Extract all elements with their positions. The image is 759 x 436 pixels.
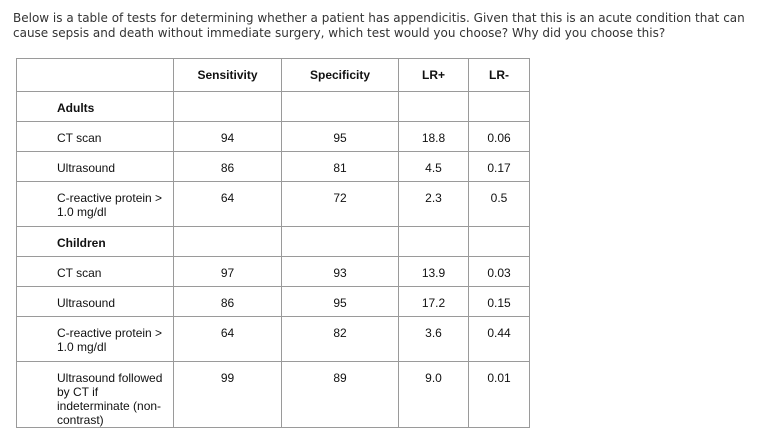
table-row: C-reactive protein > 1.0 mg/dl 64 72 2.3… <box>16 181 530 227</box>
test-name: CT scan <box>16 256 174 287</box>
sensitivity-value: 64 <box>173 181 282 227</box>
empty-cell <box>398 91 469 122</box>
sensitivity-value: 86 <box>173 286 282 317</box>
specificity-value: 82 <box>281 316 399 362</box>
group-label-children: Children <box>16 226 174 257</box>
empty-cell <box>398 226 469 257</box>
lr-positive-value: 18.8 <box>398 121 469 152</box>
header-specificity: Specificity <box>281 58 399 92</box>
lr-negative-value: 0.06 <box>468 121 530 152</box>
table-row: Ultrasound 86 81 4.5 0.17 <box>16 151 530 182</box>
lr-positive-value: 9.0 <box>398 361 469 428</box>
specificity-value: 72 <box>281 181 399 227</box>
specificity-value: 81 <box>281 151 399 182</box>
group-row-children: Children <box>16 226 530 257</box>
lr-negative-value: 0.44 <box>468 316 530 362</box>
header-cell-blank <box>16 58 174 92</box>
header-lr-positive: LR+ <box>398 58 469 92</box>
table-row: C-reactive protein > 1.0 mg/dl 64 82 3.6… <box>16 316 530 362</box>
lr-positive-value: 2.3 <box>398 181 469 227</box>
empty-cell <box>468 226 530 257</box>
specificity-value: 93 <box>281 256 399 287</box>
table-header-row: Sensitivity Specificity LR+ LR- <box>16 58 530 92</box>
test-name: Ultrasound <box>16 151 174 182</box>
table-row: CT scan 94 95 18.8 0.06 <box>16 121 530 152</box>
table-row: CT scan 97 93 13.9 0.03 <box>16 256 530 287</box>
test-name: Ultrasound <box>16 286 174 317</box>
empty-cell <box>173 226 282 257</box>
lr-positive-value: 17.2 <box>398 286 469 317</box>
sensitivity-value: 86 <box>173 151 282 182</box>
table-row: Ultrasound 86 95 17.2 0.15 <box>16 286 530 317</box>
empty-cell <box>468 91 530 122</box>
lr-negative-value: 0.01 <box>468 361 530 428</box>
empty-cell <box>173 91 282 122</box>
lr-negative-value: 0.5 <box>468 181 530 227</box>
lr-negative-value: 0.03 <box>468 256 530 287</box>
question-text: Below is a table of tests for determinin… <box>13 11 745 40</box>
lr-negative-value: 0.15 <box>468 286 530 317</box>
table-row: Ultrasound followed by CT if indetermina… <box>16 361 530 428</box>
header-lr-negative: LR- <box>468 58 530 92</box>
group-row-adults: Adults <box>16 91 530 122</box>
sensitivity-value: 94 <box>173 121 282 152</box>
specificity-value: 95 <box>281 121 399 152</box>
empty-cell <box>281 91 399 122</box>
test-name: Ultrasound followed by CT if indetermina… <box>16 361 174 428</box>
test-name: C-reactive protein > 1.0 mg/dl <box>16 316 174 362</box>
empty-cell <box>281 226 399 257</box>
appendicitis-test-table: Sensitivity Specificity LR+ LR- Adults C… <box>16 58 530 428</box>
lr-negative-value: 0.17 <box>468 151 530 182</box>
group-label-adults: Adults <box>16 91 174 122</box>
sensitivity-value: 99 <box>173 361 282 428</box>
header-sensitivity: Sensitivity <box>173 58 282 92</box>
lr-positive-value: 4.5 <box>398 151 469 182</box>
lr-positive-value: 3.6 <box>398 316 469 362</box>
test-name: CT scan <box>16 121 174 152</box>
lr-positive-value: 13.9 <box>398 256 469 287</box>
sensitivity-value: 97 <box>173 256 282 287</box>
specificity-value: 95 <box>281 286 399 317</box>
specificity-value: 89 <box>281 361 399 428</box>
test-name: C-reactive protein > 1.0 mg/dl <box>16 181 174 227</box>
sensitivity-value: 64 <box>173 316 282 362</box>
